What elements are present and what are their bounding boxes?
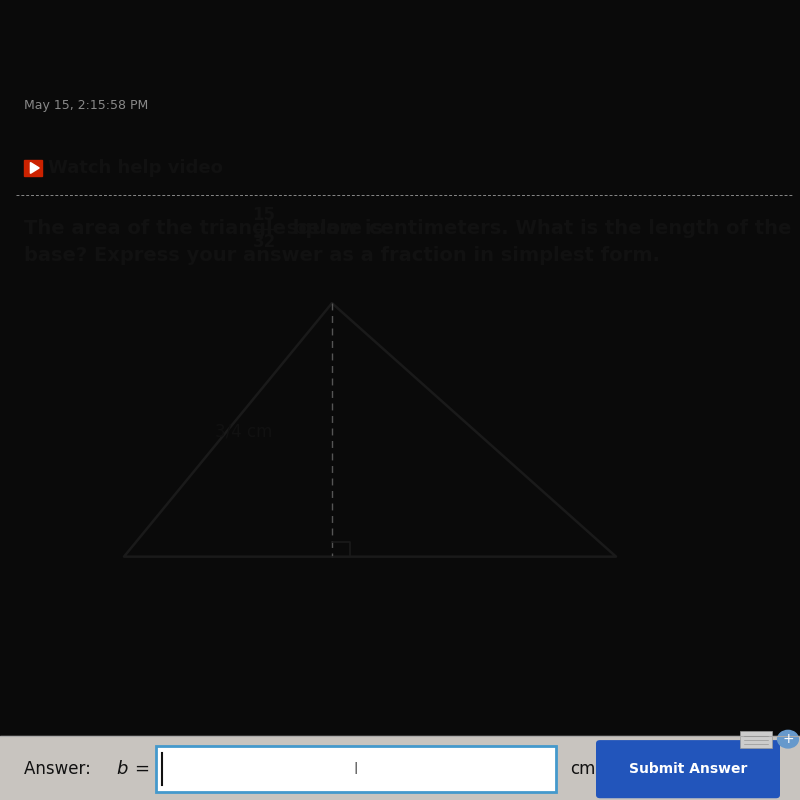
Text: base? Express your answer as a fraction in simplest form.: base? Express your answer as a fraction … (24, 246, 660, 266)
Text: =: = (134, 760, 150, 778)
Text: 3/4 cm: 3/4 cm (214, 422, 272, 441)
Text: 32: 32 (253, 234, 276, 251)
Text: square centimeters. What is the length of the: square centimeters. What is the length o… (280, 219, 791, 238)
Text: I: I (354, 762, 358, 777)
Text: cm: cm (570, 760, 596, 778)
Bar (740, 731, 772, 748)
Text: Watch help video: Watch help video (48, 159, 223, 177)
Text: $b$: $b$ (116, 760, 129, 778)
FancyBboxPatch shape (596, 740, 780, 798)
Circle shape (778, 730, 798, 748)
Bar (24, 160, 42, 176)
Text: Answer:: Answer: (24, 760, 96, 778)
Text: Submit Answer: Submit Answer (629, 762, 747, 776)
FancyBboxPatch shape (156, 746, 556, 792)
Bar (0, 736, 800, 800)
Text: The area of the triangle below is: The area of the triangle below is (24, 219, 390, 238)
Text: May 15, 2:15:58 PM: May 15, 2:15:58 PM (24, 99, 148, 112)
Polygon shape (30, 162, 39, 174)
Text: +: + (782, 732, 794, 746)
Text: 15: 15 (253, 206, 276, 224)
